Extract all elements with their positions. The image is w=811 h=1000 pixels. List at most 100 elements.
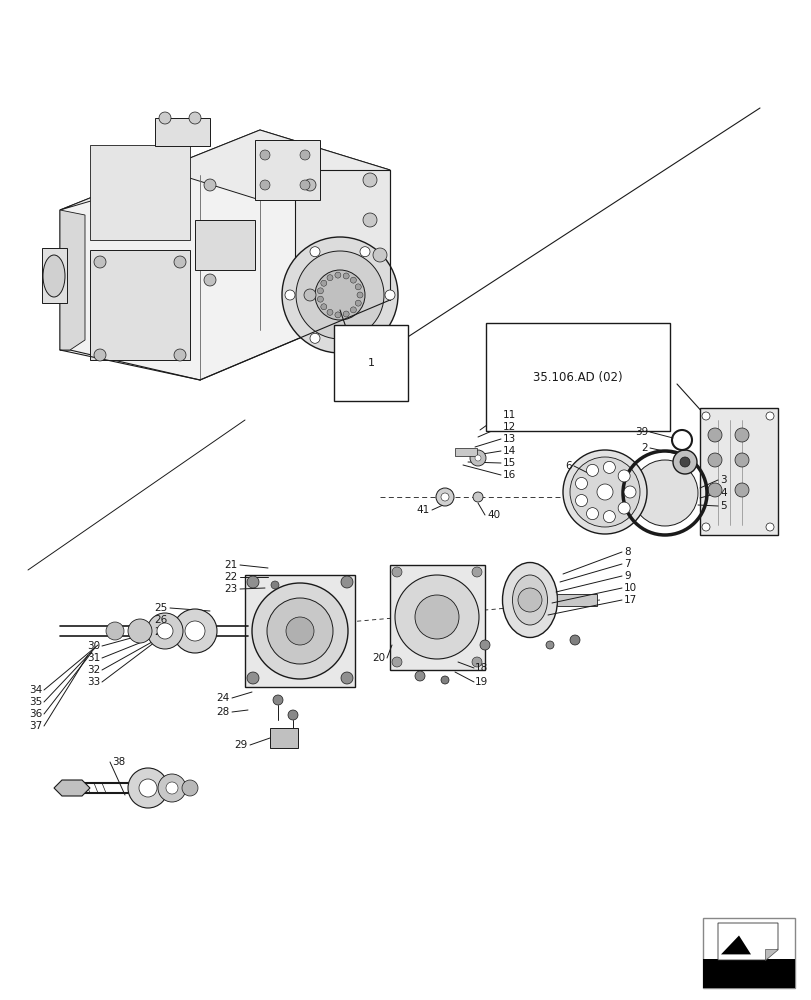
Circle shape — [617, 502, 629, 514]
Text: 19: 19 — [474, 677, 487, 687]
Circle shape — [288, 710, 298, 720]
Circle shape — [569, 635, 579, 645]
Circle shape — [94, 256, 106, 268]
Circle shape — [575, 495, 587, 507]
Circle shape — [357, 292, 363, 298]
Text: 5: 5 — [719, 501, 726, 511]
Circle shape — [303, 179, 315, 191]
Bar — [556, 594, 596, 606]
Text: 22: 22 — [225, 572, 238, 582]
Bar — [42, 248, 67, 303]
Circle shape — [707, 453, 721, 467]
Polygon shape — [717, 923, 777, 960]
Circle shape — [471, 657, 482, 667]
Circle shape — [343, 311, 349, 317]
Text: 16: 16 — [502, 470, 516, 480]
Circle shape — [440, 493, 448, 501]
Bar — [255, 140, 320, 200]
Text: 38: 38 — [112, 757, 125, 767]
Circle shape — [384, 290, 394, 300]
Circle shape — [260, 180, 270, 190]
Text: 26: 26 — [155, 615, 168, 625]
Circle shape — [271, 581, 279, 589]
Circle shape — [470, 450, 486, 466]
Text: 35.106.AD (02): 35.106.AD (02) — [532, 370, 622, 383]
Circle shape — [174, 256, 186, 268]
Circle shape — [586, 464, 598, 476]
Circle shape — [260, 150, 270, 160]
Circle shape — [617, 470, 629, 482]
Circle shape — [281, 237, 397, 353]
Text: 21: 21 — [225, 560, 238, 570]
Circle shape — [299, 150, 310, 160]
Circle shape — [372, 248, 387, 262]
Circle shape — [139, 779, 157, 797]
Ellipse shape — [43, 255, 65, 297]
Circle shape — [545, 641, 553, 649]
Circle shape — [350, 307, 356, 313]
Text: 32: 32 — [87, 665, 100, 675]
Circle shape — [392, 657, 401, 667]
Text: 2: 2 — [641, 443, 647, 453]
Text: 28: 28 — [217, 707, 230, 717]
Polygon shape — [60, 130, 389, 380]
Text: 41: 41 — [416, 505, 430, 515]
Bar — [699, 408, 777, 535]
Circle shape — [165, 782, 178, 794]
Circle shape — [473, 492, 483, 502]
Circle shape — [734, 428, 748, 442]
Circle shape — [672, 450, 696, 474]
Circle shape — [310, 333, 320, 343]
Circle shape — [106, 622, 124, 640]
Bar — [155, 118, 210, 146]
Circle shape — [394, 575, 478, 659]
Text: 29: 29 — [234, 740, 247, 750]
Bar — [702, 918, 794, 988]
Circle shape — [174, 349, 186, 361]
Text: 7: 7 — [623, 559, 630, 569]
Text: 33: 33 — [87, 677, 100, 687]
Text: 20: 20 — [371, 653, 384, 663]
Bar — [90, 145, 190, 240]
Text: 18: 18 — [474, 663, 487, 673]
Circle shape — [343, 273, 349, 279]
Text: 40: 40 — [487, 510, 500, 520]
Text: 27: 27 — [155, 627, 168, 637]
Ellipse shape — [502, 562, 557, 638]
Circle shape — [189, 112, 201, 124]
Circle shape — [247, 576, 259, 588]
Circle shape — [317, 296, 323, 302]
Circle shape — [575, 477, 587, 489]
Circle shape — [327, 309, 333, 315]
Circle shape — [327, 275, 333, 281]
Bar — [90, 250, 190, 360]
Circle shape — [734, 483, 748, 497]
Text: 25: 25 — [155, 603, 168, 613]
Circle shape — [702, 412, 709, 420]
Circle shape — [734, 453, 748, 467]
Circle shape — [157, 623, 173, 639]
Circle shape — [320, 304, 326, 310]
Circle shape — [569, 457, 639, 527]
Polygon shape — [54, 780, 90, 796]
Circle shape — [355, 284, 361, 290]
Bar — [702, 959, 794, 988]
Circle shape — [359, 247, 370, 257]
Polygon shape — [720, 936, 750, 954]
Text: 15: 15 — [502, 458, 516, 468]
Circle shape — [414, 595, 458, 639]
Text: 39: 39 — [634, 427, 647, 437]
Circle shape — [94, 349, 106, 361]
Circle shape — [631, 460, 697, 526]
Circle shape — [182, 780, 198, 796]
Circle shape — [204, 274, 216, 286]
Circle shape — [315, 270, 365, 320]
Circle shape — [320, 280, 326, 286]
Circle shape — [707, 428, 721, 442]
Text: 12: 12 — [502, 422, 516, 432]
Circle shape — [765, 523, 773, 531]
Circle shape — [285, 290, 294, 300]
Circle shape — [596, 484, 612, 500]
Circle shape — [341, 672, 353, 684]
Text: 8: 8 — [623, 547, 630, 557]
